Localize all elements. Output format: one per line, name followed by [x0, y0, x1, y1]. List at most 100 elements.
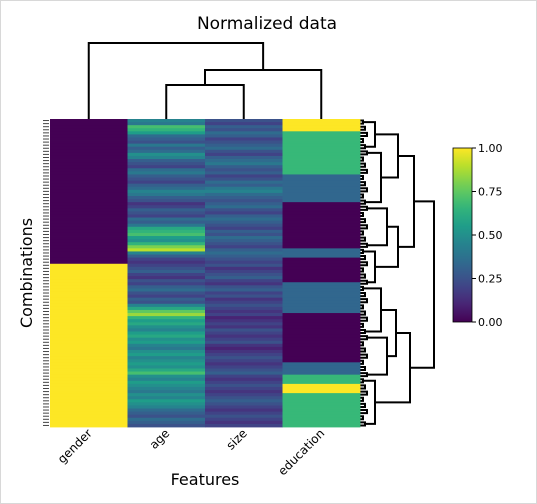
row-link: [381, 308, 397, 358]
heatmap-cell: [50, 294, 128, 299]
heatmap-cell: [205, 248, 283, 252]
heatmap-cell: [127, 239, 206, 243]
heatmap-cell: [50, 140, 128, 145]
heatmap-cell: [282, 383, 361, 388]
row-link: [375, 133, 399, 179]
heatmap-cell: [282, 417, 361, 422]
heatmap-cell: [282, 208, 361, 212]
heatmap-cell: [50, 202, 128, 206]
heatmap-cell: [127, 337, 206, 342]
row-link: [359, 390, 368, 396]
heatmap-cell: [282, 328, 361, 332]
heatmap-cell: [205, 155, 283, 160]
heatmap-cell: [50, 226, 128, 231]
row-link: [359, 181, 366, 187]
heatmap-cell: [205, 316, 283, 320]
heatmap-cell: [50, 220, 128, 225]
heatmap-cell: [127, 162, 206, 166]
heatmap-cell: [50, 322, 128, 326]
heatmap-cell: [50, 137, 128, 141]
heatmap-cell: [282, 334, 361, 339]
heatmap-cell: [127, 334, 206, 339]
heatmap-cell: [205, 374, 283, 379]
heatmap-cell: [50, 402, 128, 406]
heatmap-cell: [127, 414, 206, 419]
heatmap-cell: [282, 313, 361, 317]
row-link: [359, 255, 366, 261]
row-link: [410, 200, 435, 369]
heatmap-cell: [205, 205, 283, 209]
heatmap-cell: [50, 165, 128, 169]
heatmap-cell: [127, 146, 206, 151]
heatmap-cell: [127, 303, 206, 308]
heatmap-cell: [127, 220, 206, 225]
heatmap-cell: [282, 245, 361, 249]
heatmap-cell: [282, 340, 361, 345]
heatmap-cell: [205, 236, 283, 240]
row-link: [359, 168, 368, 174]
heatmap-cell: [205, 266, 283, 271]
heatmap-cell: [282, 168, 361, 172]
heatmap-cell: [50, 211, 128, 215]
heatmap-cell: [205, 131, 283, 135]
heatmap-cell: [205, 192, 283, 197]
col-link: [204, 69, 323, 119]
heatmap-cell: [205, 125, 283, 129]
heatmap-cell: [127, 353, 206, 357]
heatmap-cell: [282, 423, 361, 428]
heatmap-cell: [127, 131, 206, 135]
heatmap-cell: [282, 396, 361, 400]
heatmap-cell: [282, 285, 361, 289]
row-link: [359, 353, 368, 359]
heatmap-cell: [282, 257, 361, 262]
heatmap-cell: [127, 346, 206, 351]
heatmap-cell: [127, 408, 206, 412]
heatmap-cell: [127, 282, 206, 286]
heatmap-cells: [50, 119, 361, 428]
heatmap-cell: [205, 168, 283, 172]
heatmap-cell: [50, 266, 128, 271]
heatmap-cell: [50, 273, 128, 277]
heatmap-cell: [127, 300, 206, 305]
heatmap-cell: [205, 362, 283, 366]
heatmap-cell: [282, 248, 361, 252]
heatmap-cell: [50, 309, 128, 314]
heatmap-cell: [205, 199, 283, 203]
row-link: [359, 224, 368, 230]
heatmap-cell: [282, 149, 361, 154]
heatmap-cell: [205, 217, 283, 222]
heatmap-cell: [127, 196, 206, 200]
heatmap-cell: [50, 377, 128, 382]
heatmap-cell: [282, 239, 361, 243]
heatmap-cell: [127, 288, 206, 292]
heatmap-cell: [205, 303, 283, 308]
heatmap-cell: [50, 276, 128, 280]
heatmap-cell: [50, 232, 128, 237]
heatmap-cell: [50, 368, 128, 372]
heatmap-cell: [50, 337, 128, 342]
heatmap-cell: [50, 279, 128, 283]
heatmap-cell: [50, 214, 128, 218]
heatmap-cell: [282, 165, 361, 169]
heatmap-cell: [50, 285, 128, 289]
row-link: [359, 396, 364, 402]
heatmap-cell: [127, 356, 206, 360]
heatmap-cell: [282, 322, 361, 326]
heatmap-cell: [205, 273, 283, 277]
heatmap-cell: [50, 340, 128, 345]
heatmap-cell: [205, 291, 283, 295]
heatmap-cell: [205, 325, 283, 329]
heatmap-cell: [127, 362, 206, 366]
heatmap-cell: [282, 122, 361, 126]
heatmap-cell: [50, 328, 128, 332]
heatmap-cell: [205, 368, 283, 372]
heatmap-cell: [282, 291, 361, 295]
heatmap-cell: [205, 223, 283, 228]
heatmap-cell: [205, 282, 283, 286]
heatmap-cell: [205, 165, 283, 169]
heatmap-cell: [127, 331, 206, 335]
heatmap-cell: [127, 245, 206, 249]
heatmap-cell: [205, 137, 283, 141]
heatmap-cell: [50, 269, 128, 274]
